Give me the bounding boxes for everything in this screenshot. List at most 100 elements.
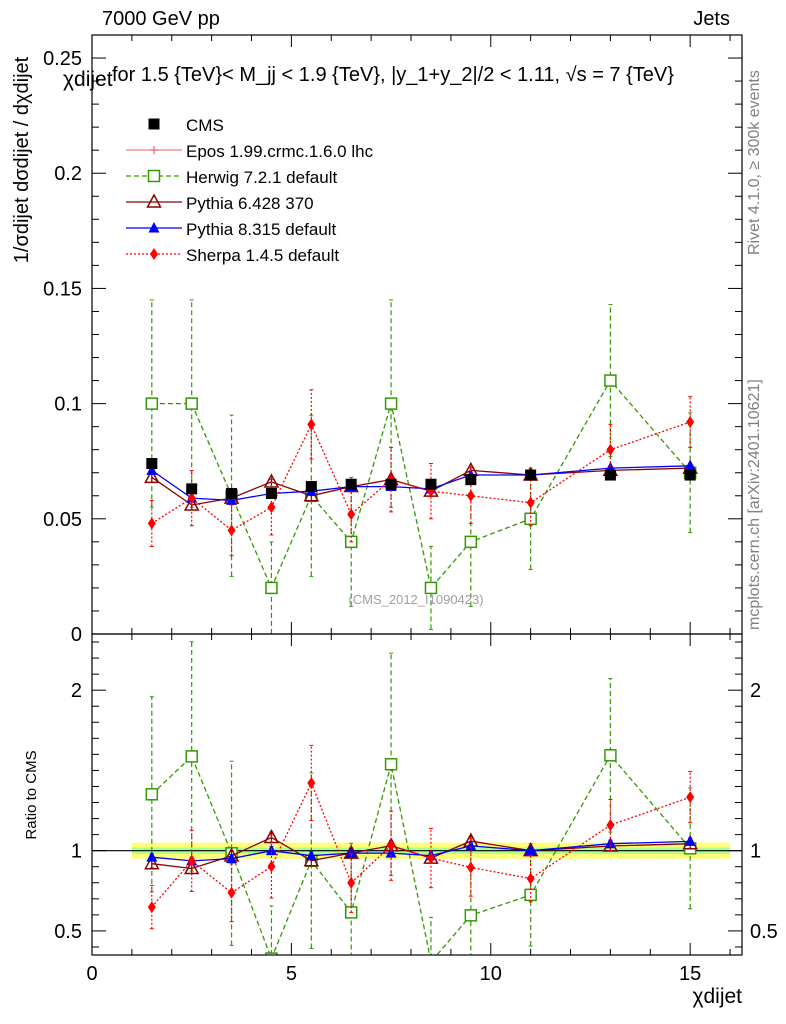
legend-entry: Epos 1.99.crmc.1.6.0 lhc <box>126 142 374 161</box>
sherpa-145-point <box>387 839 396 852</box>
herwig-721-point <box>384 397 398 410</box>
herwig-721-point <box>265 952 278 955</box>
pythia-8315-point <box>305 849 317 861</box>
main-panel <box>144 299 698 634</box>
legend-label: Epos 1.99.crmc.1.6.0 lhc <box>186 142 374 161</box>
pythia-8315-point <box>146 851 158 862</box>
sherpa-145-line <box>151 421 691 532</box>
cms--point <box>604 469 616 481</box>
pythia-8315-point <box>604 837 616 849</box>
herwig-721-point <box>145 788 159 801</box>
x-tick-label: 5 <box>286 963 297 985</box>
legend-label: Pythia 6.428 370 <box>186 194 314 213</box>
sherpa-145-point <box>426 852 435 865</box>
sherpa-145-point <box>606 443 615 456</box>
x-tick-label: 0 <box>86 963 97 985</box>
y-axis-label-main: 1/σdijet dσdijet / dχdijet <box>11 56 33 263</box>
y-tick-label-main: 0.1 <box>54 394 82 416</box>
chart-title-prefix: χdijet <box>63 68 113 91</box>
legend: CMS Epos 1.99.crmc.1.6.0 lhc Herwig 7.2.1 … <box>126 116 374 265</box>
cms--point <box>684 469 696 481</box>
cms--point <box>226 487 238 499</box>
sherpa-145-point <box>147 901 156 914</box>
legend-marker <box>148 222 160 233</box>
legend-label: CMS <box>186 116 224 135</box>
y-tick-label-main: 0.15 <box>43 278 82 300</box>
herwig-721-point <box>384 758 398 771</box>
herwig-721-point <box>265 581 278 595</box>
y-tick-label-main: 0.2 <box>54 163 82 185</box>
header-right: Jets <box>693 8 730 30</box>
pythia-6428-point <box>183 496 200 511</box>
herwig-721-line <box>151 379 691 590</box>
y-tick-label-main: 0 <box>71 624 82 646</box>
y-axis-label-ratio: Ratio to CMS <box>23 750 40 839</box>
pythia-6428-point <box>263 828 280 844</box>
sherpa-145-point <box>526 872 535 885</box>
herwig-721-point <box>464 535 478 549</box>
watermark: (CMS_2012_I1090423) <box>348 592 483 607</box>
sherpa-145-point <box>686 416 695 429</box>
cms--point <box>186 483 198 495</box>
sherpa-145-point <box>466 861 475 874</box>
herwig-721-point <box>604 749 617 762</box>
pythia-8315-line <box>151 840 691 862</box>
herwig-721-point <box>424 581 438 595</box>
pythia-6428-point <box>144 855 160 870</box>
legend-entry: Herwig 7.2.1 default <box>126 168 337 187</box>
cms--point <box>146 458 158 470</box>
ratio-frame <box>91 633 743 956</box>
herwig-721-point <box>464 909 478 922</box>
pythia-8315-line <box>151 465 691 502</box>
herwig-721-point <box>524 512 537 526</box>
cms--point <box>265 487 277 499</box>
mcplots-label: mcplots.cern.ch [arXiv:2401.10621] <box>746 379 763 630</box>
y-tick-label-main: 0.05 <box>43 509 82 531</box>
herwig-721-point <box>425 956 436 967</box>
cms--point <box>525 469 537 481</box>
legend-entry: Sherpa 1.4.5 default <box>126 246 339 265</box>
pythia-8315-point <box>684 835 696 846</box>
chart-title: for 1.5 {TeV}< M_jj < 1.9 {TeV}, |y_1+y_… <box>112 64 674 86</box>
sherpa-145-point <box>187 492 196 505</box>
pythia-6428-point <box>263 473 280 488</box>
cms--point <box>425 478 437 490</box>
pythia-8315-point <box>345 847 357 858</box>
sherpa-145-point <box>686 791 695 804</box>
legend-entry: Pythia 8.315 default <box>126 220 337 239</box>
herwig-721-line <box>151 754 691 955</box>
sherpa-145-point <box>187 854 196 867</box>
x-tick-label: 15 <box>679 963 701 985</box>
herwig-721-point <box>185 397 198 410</box>
pythia-8315-point <box>146 464 158 475</box>
cms--point <box>385 478 397 490</box>
ratio-panel <box>92 641 742 967</box>
sherpa-145-point <box>347 508 356 521</box>
x-axis-label: χdijet <box>692 985 742 1008</box>
pythia-8315-point <box>226 852 238 864</box>
y-tick-label-ratio: 0.5 <box>54 921 82 943</box>
sherpa-145-point <box>227 524 236 537</box>
cms--point <box>305 481 317 493</box>
herwig-721-point <box>145 397 159 410</box>
herwig-721-point <box>604 374 617 387</box>
legend-marker <box>146 193 162 208</box>
legend-marker <box>148 118 160 130</box>
legend-label: Sherpa 1.4.5 default <box>186 246 339 265</box>
pythia-8315-point <box>385 847 397 858</box>
legend-label: Herwig 7.2.1 default <box>186 168 337 187</box>
x-tick-label: 10 <box>480 963 502 985</box>
legend-marker <box>147 169 161 183</box>
herwig-721-point <box>185 750 198 763</box>
pythia-6428-point <box>343 844 359 859</box>
rivet-label: Rivet 4.1.0, ≥ 300k events <box>746 70 763 255</box>
legend-entry: CMS <box>148 116 224 135</box>
sherpa-145-point <box>227 886 236 899</box>
header-left: 7000 GeV pp <box>102 8 220 30</box>
sherpa-145-point <box>307 776 316 789</box>
sherpa-145-point <box>347 876 356 889</box>
sherpa-145-point <box>267 860 276 873</box>
pythia-8315-point <box>684 459 696 471</box>
sherpa-145-point <box>147 517 156 530</box>
axes: 0 5 10 15 0 0.05 0.1 0.15 0.2 0.25 0.5 0.5 1 1 2 2 <box>43 34 778 985</box>
